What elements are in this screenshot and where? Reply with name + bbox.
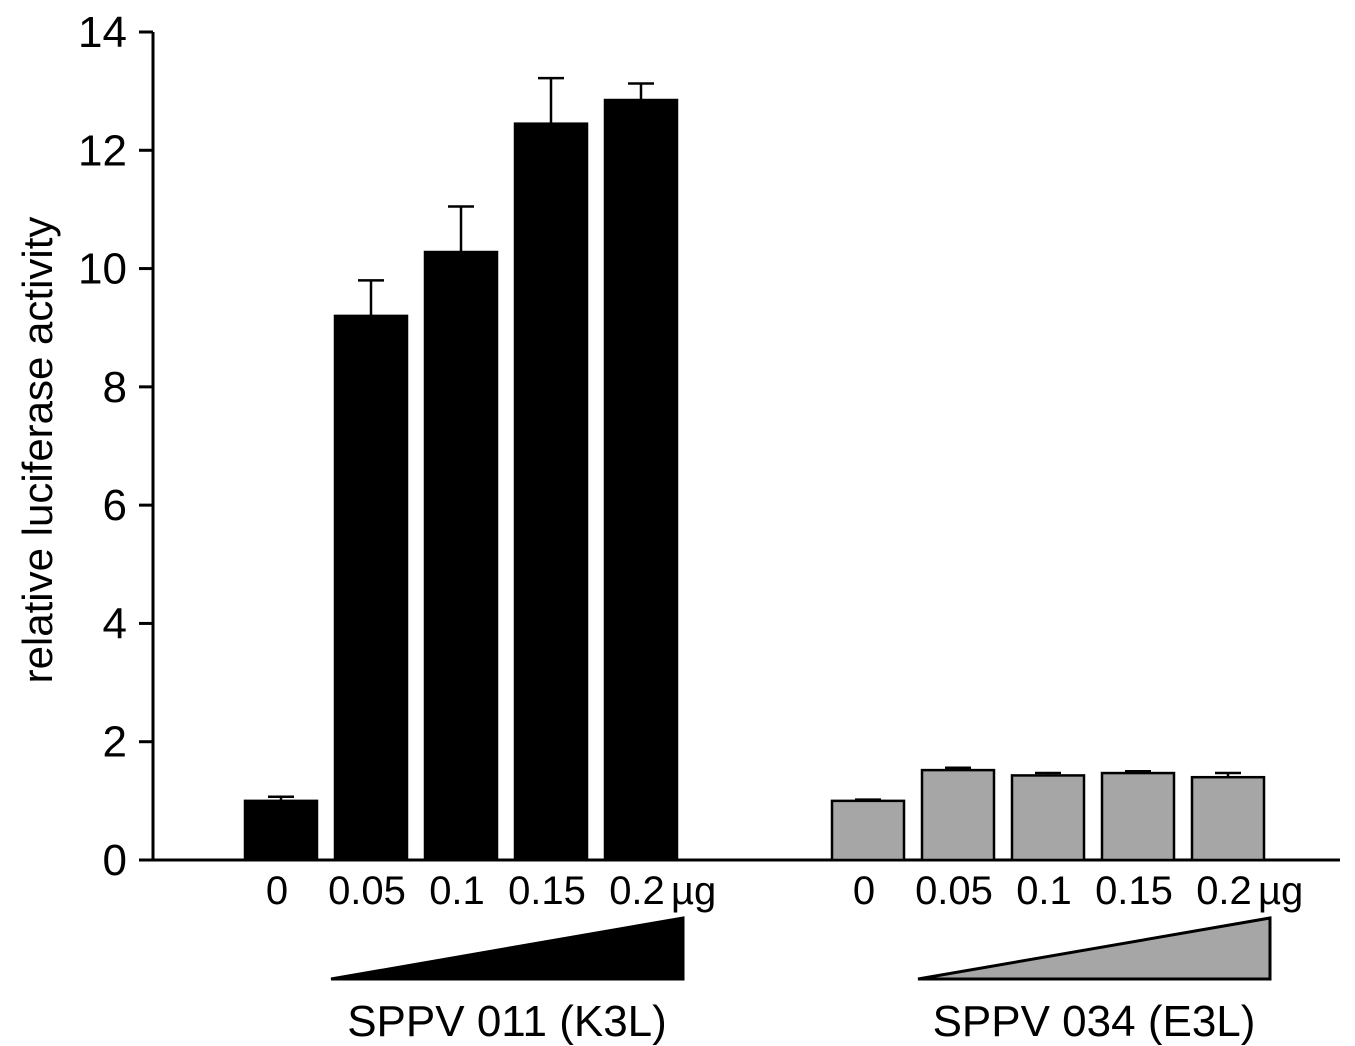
unit-label: µg <box>671 869 716 913</box>
bar <box>513 122 589 862</box>
category-label: 0.1 <box>429 869 485 913</box>
bar <box>830 799 906 862</box>
unit-label: µg <box>1258 869 1303 913</box>
y-tick-label: 12 <box>78 126 127 175</box>
dose-wedges <box>330 916 1272 981</box>
group-label: SPPV 011 (K3L) <box>347 997 667 1046</box>
category-label: 0 <box>853 869 875 913</box>
category-label: 0.1 <box>1016 869 1072 913</box>
category-label: 0.15 <box>1095 869 1173 913</box>
y-tick-label: 4 <box>103 599 127 648</box>
dose-wedge <box>330 916 685 981</box>
category-label: 0.2 <box>609 869 665 913</box>
category-label: 0.2 <box>1196 869 1252 913</box>
bar <box>1100 771 1176 862</box>
y-tick-label: 6 <box>103 481 127 530</box>
bar <box>1010 774 1086 862</box>
error-bars <box>268 76 1241 801</box>
category-label: 0.05 <box>915 869 993 913</box>
bars <box>243 98 1266 862</box>
category-labels: 0 0.05 0.1 0.15 0.2 µg 0 0.05 0.1 0.15 0.2 µg <box>266 869 1303 913</box>
y-tick-label: 14 <box>78 8 127 57</box>
y-axis-label: relative luciferase activity <box>14 217 61 684</box>
group-labels: SPPV 011 (K3L) SPPV 034 (E3L) <box>347 997 1255 1046</box>
bar <box>603 98 679 862</box>
bar <box>423 250 499 862</box>
category-label: 0 <box>266 869 288 913</box>
y-tick-label: 2 <box>103 718 127 767</box>
y-tick-label: 8 <box>103 363 127 412</box>
bar <box>920 768 996 862</box>
bar <box>333 314 409 862</box>
bar <box>243 799 319 862</box>
group-label: SPPV 034 (E3L) <box>933 997 1256 1046</box>
dose-wedge <box>917 916 1272 981</box>
y-axis: 0 2 4 6 8 10 12 14 <box>78 8 155 885</box>
category-label: 0.05 <box>328 869 406 913</box>
y-tick-label: 10 <box>78 245 127 294</box>
bar <box>1190 775 1266 862</box>
y-tick-label: 0 <box>103 836 127 885</box>
category-label: 0.15 <box>508 869 586 913</box>
